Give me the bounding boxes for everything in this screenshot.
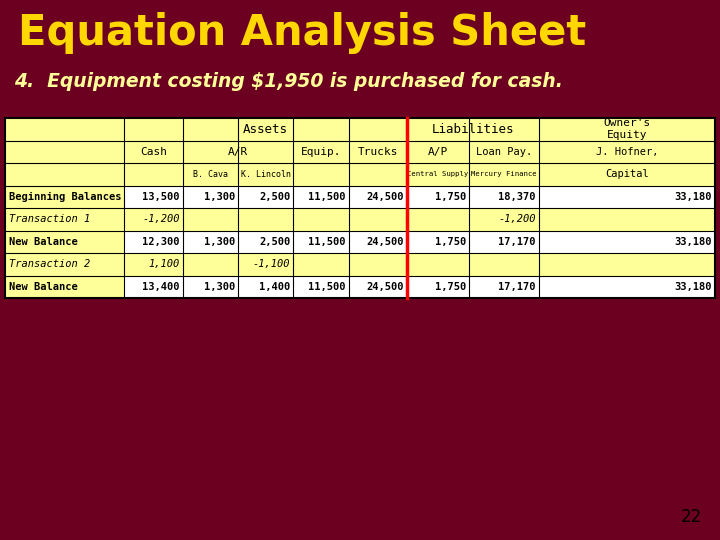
Text: 1,750: 1,750: [435, 282, 467, 292]
Text: 2,500: 2,500: [259, 237, 290, 247]
Text: 13,500: 13,500: [142, 192, 179, 202]
Text: 13,400: 13,400: [142, 282, 179, 292]
Text: 2,500: 2,500: [259, 192, 290, 202]
Text: 18,370: 18,370: [498, 192, 536, 202]
Text: 1,750: 1,750: [435, 237, 467, 247]
Text: Trucks: Trucks: [358, 147, 398, 157]
Text: Owner's
Equity: Owner's Equity: [603, 118, 651, 140]
Text: Equation Analysis Sheet: Equation Analysis Sheet: [18, 12, 586, 54]
Text: Central Supply: Central Supply: [408, 171, 469, 177]
Bar: [5, 118, 715, 298]
Bar: [5, 118, 715, 186]
Text: New Balance: New Balance: [9, 282, 78, 292]
Text: A/P: A/P: [428, 147, 449, 157]
Text: Transaction 1: Transaction 1: [9, 214, 90, 224]
Text: Equip.: Equip.: [301, 147, 341, 157]
Text: Mercury Finance: Mercury Finance: [472, 171, 537, 177]
Text: -1,200: -1,200: [142, 214, 179, 224]
Text: Loan Pay.: Loan Pay.: [476, 147, 532, 157]
Bar: [5, 118, 125, 298]
Text: 22: 22: [680, 508, 702, 526]
Text: 17,170: 17,170: [498, 282, 536, 292]
Text: B. Cava: B. Cava: [193, 170, 228, 179]
Text: 24,500: 24,500: [366, 192, 404, 202]
Text: Beginning Balances: Beginning Balances: [9, 192, 122, 202]
Text: Transaction 2: Transaction 2: [9, 259, 90, 269]
Text: 24,500: 24,500: [366, 237, 404, 247]
Text: A/R: A/R: [228, 147, 248, 157]
Bar: [125, 208, 715, 231]
Text: Liabilities: Liabilities: [432, 123, 514, 136]
Text: 1,300: 1,300: [204, 282, 235, 292]
Text: 1,300: 1,300: [204, 192, 235, 202]
Text: 33,180: 33,180: [675, 237, 712, 247]
Text: 1,750: 1,750: [435, 192, 467, 202]
Text: 11,500: 11,500: [308, 282, 346, 292]
Text: 17,170: 17,170: [498, 237, 536, 247]
Text: 24,500: 24,500: [366, 282, 404, 292]
Text: 4.  Equipment costing $1,950 is purchased for cash.: 4. Equipment costing $1,950 is purchased…: [14, 72, 563, 91]
Text: 33,180: 33,180: [675, 192, 712, 202]
Text: 33,180: 33,180: [675, 282, 712, 292]
Bar: [125, 253, 715, 275]
Text: 11,500: 11,500: [308, 237, 346, 247]
Text: 1,300: 1,300: [204, 237, 235, 247]
Text: 12,300: 12,300: [142, 237, 179, 247]
Text: -1,200: -1,200: [498, 214, 536, 224]
Text: Cash: Cash: [140, 147, 167, 157]
Text: New Balance: New Balance: [9, 237, 78, 247]
Text: Capital: Capital: [605, 169, 649, 179]
Text: Assets: Assets: [243, 123, 288, 136]
Text: J. Hofner,: J. Hofner,: [595, 147, 658, 157]
Text: 11,500: 11,500: [308, 192, 346, 202]
Text: K. Lincoln: K. Lincoln: [240, 170, 291, 179]
Text: 1,400: 1,400: [259, 282, 290, 292]
Text: 1,100: 1,100: [148, 259, 179, 269]
Text: -1,100: -1,100: [253, 259, 290, 269]
